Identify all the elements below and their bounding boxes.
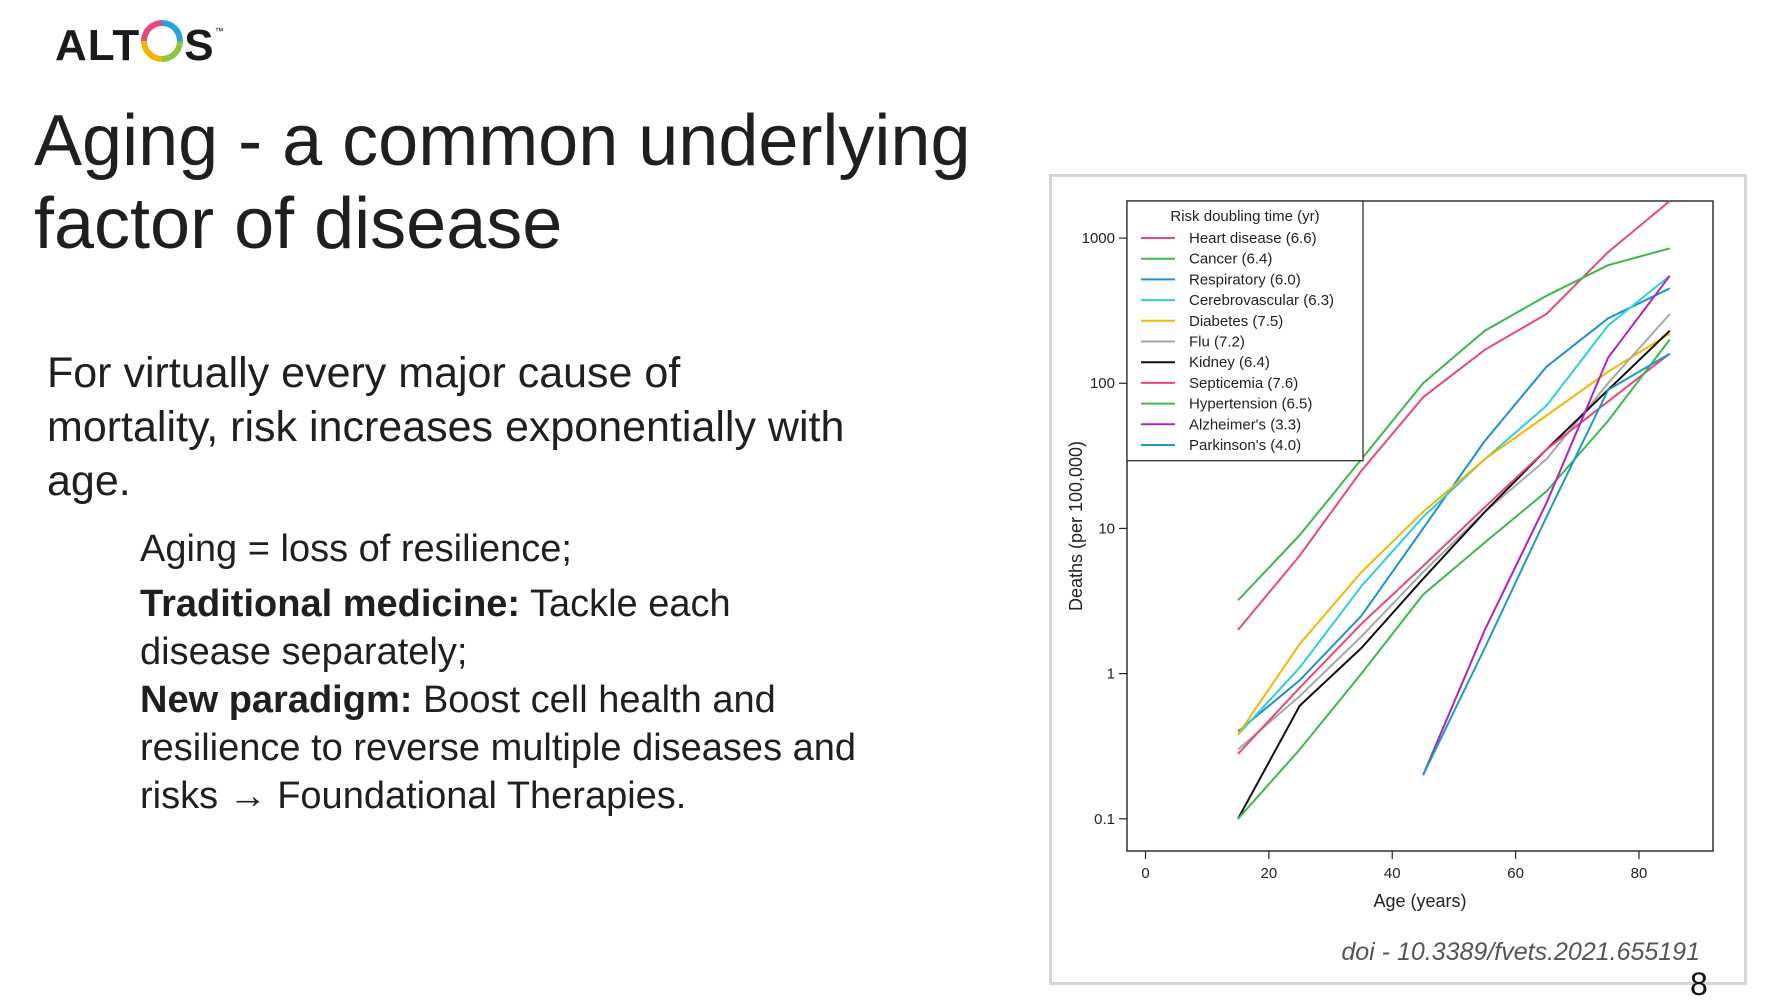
bullet-resilience-text: Aging = loss of resilience; bbox=[140, 528, 572, 570]
x-axis-label: Age (years) bbox=[1373, 891, 1466, 911]
x-tick-label: 40 bbox=[1384, 865, 1401, 882]
series-line bbox=[1422, 275, 1671, 776]
y-tick-label: 0.1 bbox=[1094, 811, 1115, 828]
legend-entry: Kidney (6.4) bbox=[1189, 354, 1270, 371]
y-tick-label: 1 bbox=[1107, 666, 1115, 683]
bullet-resilience: Aging = loss of resilience; bbox=[140, 525, 860, 573]
bullet-traditional-label: Traditional medicine: bbox=[140, 583, 521, 625]
figure-frame: 0.1 1 10 100 1000 0 20 40 60 80 Age (years) Deaths … bbox=[1049, 174, 1747, 985]
x-tick-label: 60 bbox=[1507, 865, 1524, 882]
bullet-new-paradigm: New paradigm: Boost cell health and resi… bbox=[140, 676, 860, 820]
legend-entry: Septicemia (7.6) bbox=[1189, 375, 1298, 392]
series-line bbox=[1422, 352, 1671, 776]
legend-entry: Parkinson's (4.0) bbox=[1189, 437, 1301, 454]
page-number: 8 bbox=[1690, 966, 1708, 1002]
slide-title-line2: factor of disease bbox=[34, 184, 563, 264]
series-line bbox=[1237, 338, 1671, 820]
y-axis-label: Deaths (per 100,000) bbox=[1066, 441, 1086, 611]
y-tick-label: 1000 bbox=[1082, 230, 1115, 247]
legend-entry: Heart disease (6.6) bbox=[1189, 230, 1317, 247]
legend-box bbox=[1126, 200, 1364, 462]
legend-entry: Flu (7.2) bbox=[1189, 334, 1245, 351]
legend-title: Risk doubling time (yr) bbox=[1170, 208, 1319, 225]
legend-entry: Alzheimer's (3.3) bbox=[1189, 416, 1301, 433]
mortality-chart: 0.1 1 10 100 1000 0 20 40 60 80 Age (years) Deaths … bbox=[1066, 200, 1714, 911]
slide-title: Aging - a common underlying factor of di… bbox=[34, 100, 1034, 266]
series-line bbox=[1237, 247, 1671, 601]
series-line bbox=[1237, 200, 1671, 631]
x-tick-label: 20 bbox=[1261, 865, 1278, 882]
series-line bbox=[1237, 313, 1671, 751]
y-tick-label: 100 bbox=[1090, 375, 1115, 392]
plot-border bbox=[1126, 200, 1714, 852]
legend-entry: Hypertension (6.5) bbox=[1189, 396, 1312, 413]
slide-title-line1: Aging - a common underlying bbox=[34, 101, 971, 181]
x-tick-label: 0 bbox=[1141, 865, 1149, 882]
series-line bbox=[1237, 275, 1671, 736]
legend-entry: Cerebrovascular (6.3) bbox=[1189, 292, 1334, 309]
lead-paragraph: For virtually every major cause of morta… bbox=[47, 349, 845, 505]
logo-trademark: ™ bbox=[214, 26, 225, 36]
bullet-paradigm-label: New paradigm: bbox=[140, 679, 413, 721]
bullet-traditional-medicine: Traditional medicine: Tackle each diseas… bbox=[140, 580, 860, 676]
logo-ring-icon bbox=[141, 20, 183, 62]
y-tick-label: 10 bbox=[1098, 520, 1115, 537]
x-tick-label: 80 bbox=[1631, 865, 1648, 882]
series-line bbox=[1237, 329, 1671, 820]
bullet-paradigm-text: Boost cell health and resilience to reve… bbox=[140, 679, 857, 817]
altos-logo: ALT S™ bbox=[55, 20, 225, 71]
doi-citation: doi - 10.3389/fvets.2021.655191 bbox=[1341, 938, 1700, 966]
logo-text-start: ALT bbox=[55, 21, 141, 70]
legend-entry: Diabetes (7.5) bbox=[1189, 313, 1283, 330]
bullet-traditional-text: Tackle each disease separately; bbox=[140, 583, 731, 673]
legend-entry: Respiratory (6.0) bbox=[1189, 271, 1301, 288]
legend-entry: Cancer (6.4) bbox=[1189, 251, 1272, 268]
logo-text-end: S bbox=[184, 21, 215, 70]
series-line bbox=[1237, 332, 1671, 736]
